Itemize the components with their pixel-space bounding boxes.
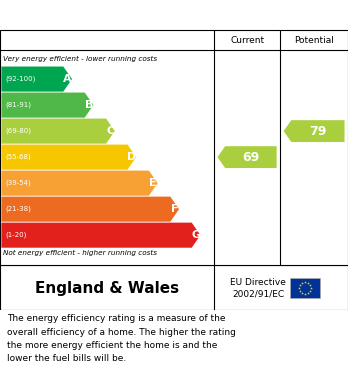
Text: B: B [85, 100, 93, 110]
Text: (1-20): (1-20) [6, 232, 27, 239]
Text: Potential: Potential [294, 36, 334, 45]
Text: G: G [191, 230, 201, 240]
Polygon shape [284, 120, 345, 142]
Polygon shape [1, 66, 72, 91]
Text: The energy efficiency rating is a measure of the
overall efficiency of a home. T: The energy efficiency rating is a measur… [7, 314, 236, 363]
Text: E: E [149, 178, 157, 188]
Text: EU Directive: EU Directive [230, 278, 286, 287]
Text: Energy Efficiency Rating: Energy Efficiency Rating [69, 7, 279, 23]
Text: D: D [127, 152, 136, 162]
Polygon shape [1, 197, 179, 222]
Text: Current: Current [230, 36, 264, 45]
Polygon shape [1, 145, 136, 170]
Polygon shape [1, 170, 158, 196]
Text: 79: 79 [309, 125, 326, 138]
Text: (92-100): (92-100) [6, 76, 36, 83]
Text: (55-68): (55-68) [6, 154, 31, 160]
Text: Very energy efficient - lower running costs: Very energy efficient - lower running co… [3, 56, 157, 62]
Polygon shape [1, 222, 200, 248]
Text: (39-54): (39-54) [6, 180, 31, 187]
Text: (81-91): (81-91) [6, 102, 32, 108]
Text: 2002/91/EC: 2002/91/EC [232, 290, 284, 299]
Text: C: C [106, 126, 114, 136]
Polygon shape [1, 93, 93, 118]
Polygon shape [1, 118, 115, 143]
Polygon shape [218, 146, 277, 168]
Text: 69: 69 [242, 151, 260, 163]
Text: (69-80): (69-80) [6, 128, 32, 135]
Text: A: A [63, 74, 72, 84]
Text: England & Wales: England & Wales [35, 281, 179, 296]
Text: F: F [171, 204, 179, 214]
Text: (21-38): (21-38) [6, 206, 31, 212]
Text: Not energy efficient - higher running costs: Not energy efficient - higher running co… [3, 250, 157, 256]
Bar [290, 278, 320, 298]
